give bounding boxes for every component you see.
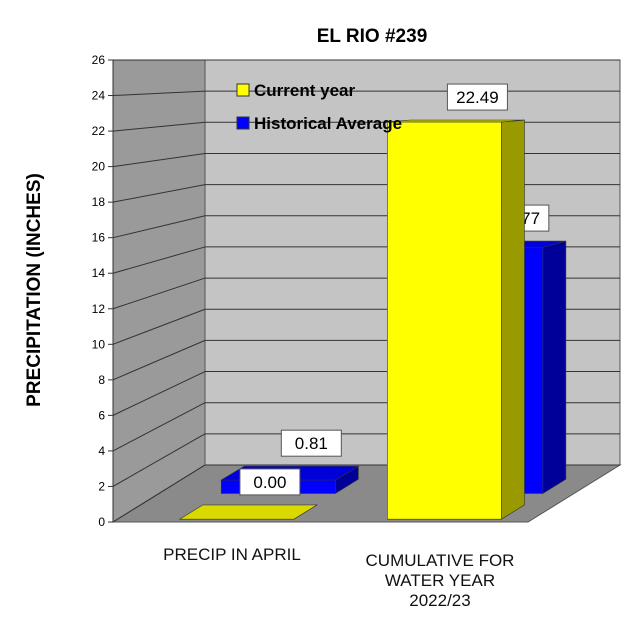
y-tick-label: 26 xyxy=(92,53,106,67)
y-tick-label: 16 xyxy=(92,231,106,245)
chart-title: EL RIO #239 xyxy=(317,26,428,47)
x-tick-label: PRECIP IN APRIL xyxy=(163,545,301,564)
grid-line xyxy=(112,184,206,203)
y-tick-label: 18 xyxy=(92,195,106,209)
legend-label: Current year xyxy=(254,81,355,100)
y-tick-label: 8 xyxy=(98,373,105,387)
y-tick-label: 24 xyxy=(92,89,106,103)
grid-line xyxy=(112,152,206,168)
value-label: 0.81 xyxy=(295,434,328,453)
value-label: 22.49 xyxy=(456,88,499,107)
y-tick-label: 12 xyxy=(92,302,106,316)
bar-side xyxy=(542,240,567,495)
y-axis-label: PRECIPITATION (INCHES) xyxy=(24,173,45,407)
value-label-box xyxy=(280,429,342,457)
y-tick-label: 20 xyxy=(92,160,106,174)
legend-label: Historical Average xyxy=(254,114,402,133)
grid-line xyxy=(112,433,206,487)
bar-top xyxy=(387,119,525,123)
x-tick-label: CUMULATIVE FOR WATER YEAR 2022/23 xyxy=(365,551,515,610)
y-tick-label: 22 xyxy=(92,124,106,138)
bar-side xyxy=(501,119,525,520)
y-tick-label: 10 xyxy=(92,337,106,351)
bar-top xyxy=(178,504,319,520)
grid-line xyxy=(112,339,206,381)
value-label: 0.00 xyxy=(253,473,286,492)
grid-line xyxy=(112,308,206,345)
legend-swatch xyxy=(236,116,250,130)
grid-line xyxy=(112,371,206,416)
grid-line xyxy=(112,464,206,523)
grid-line xyxy=(112,121,206,132)
value-label-box xyxy=(239,468,301,496)
y-tick-label: 4 xyxy=(98,444,105,458)
y-tick-label: 0 xyxy=(98,515,105,529)
y-tick-label: 2 xyxy=(98,479,105,493)
bar-front xyxy=(387,121,502,520)
grid-line xyxy=(112,215,206,239)
legend-swatch xyxy=(236,83,250,97)
grid-line xyxy=(112,90,206,97)
value-label-box xyxy=(446,83,508,111)
grid-line xyxy=(112,246,206,274)
grid-line xyxy=(112,402,206,452)
y-tick-label: 14 xyxy=(92,266,106,280)
grid-line xyxy=(112,277,206,310)
y-tick-label: 6 xyxy=(98,408,105,422)
